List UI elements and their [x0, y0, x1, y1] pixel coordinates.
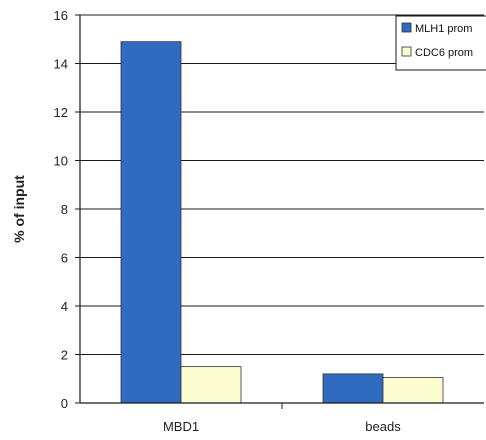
bar-mbd1-cdc6: [180, 366, 242, 404]
y-tick-label-10: 10: [54, 154, 68, 169]
y-tick-label-16: 16: [54, 8, 68, 23]
legend-swatch-0: [401, 22, 412, 33]
y-tick-label-0: 0: [61, 396, 68, 411]
x-category-labels: MBD1 beads: [163, 403, 401, 434]
y-tick-labels: 0 2 4 6 8 10 12 14 16: [54, 8, 80, 411]
y-tick-label-14: 14: [54, 57, 68, 72]
legend-label-0: MLH1 prom: [415, 23, 472, 35]
legend-swatch-1: [401, 46, 412, 57]
bar-beads-mlh1: [322, 373, 384, 404]
y-axis-label: % of input: [11, 175, 27, 243]
y-tick-label-8: 8: [61, 202, 68, 217]
legend-label-1: CDC6 prom: [415, 47, 473, 59]
y-tick-label-4: 4: [61, 299, 68, 314]
y-tick-label-12: 12: [54, 105, 68, 120]
bars: [120, 41, 444, 404]
bar-beads-cdc6: [382, 377, 444, 404]
bar-mbd1-mlh1: [120, 41, 182, 404]
x-category-label-mbd1: MBD1: [163, 419, 199, 434]
x-category-label-beads: beads: [365, 419, 401, 434]
y-tick-label-6: 6: [61, 251, 68, 266]
y-tick-label-2: 2: [61, 348, 68, 363]
legend: MLH1 prom CDC6 prom: [395, 15, 486, 71]
